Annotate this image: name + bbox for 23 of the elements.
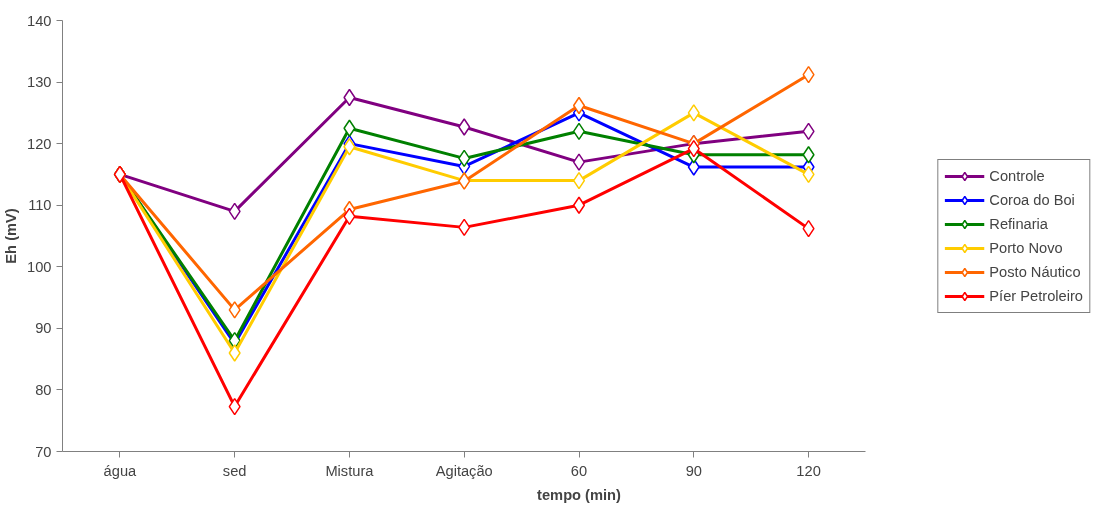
legend-label: Porto Novo: [989, 239, 1063, 256]
x-axis-title: tempo (min): [537, 486, 622, 503]
y-tick-label: 80: [35, 381, 52, 398]
y-tick-label: 130: [27, 74, 52, 91]
x-tick-label: sed: [222, 462, 247, 479]
legend-label: Refinaria: [989, 215, 1048, 232]
legend-label: Posto Náutico: [989, 263, 1081, 280]
x-tick-label: 90: [685, 462, 702, 479]
y-tick-label: 140: [27, 12, 52, 29]
legend-label: Píer Petroleiro: [989, 287, 1083, 304]
y-axis-title: Eh (mV): [3, 208, 20, 264]
x-tick-label: Mistura: [325, 462, 375, 479]
y-tick-label: 70: [35, 443, 52, 460]
x-tick-label: 60: [570, 462, 588, 479]
y-tick-label: 110: [28, 197, 52, 214]
y-tick-label: 100: [27, 258, 52, 275]
x-tick-label: água: [103, 462, 138, 479]
x-tick-label: 120: [796, 462, 821, 479]
legend-label: Coroa do Boi: [989, 191, 1075, 208]
legend-label: Controle: [989, 167, 1045, 184]
y-tick-label: 90: [35, 320, 52, 337]
y-tick-label: 120: [27, 135, 52, 152]
x-tick-label: Agitação: [435, 462, 493, 479]
